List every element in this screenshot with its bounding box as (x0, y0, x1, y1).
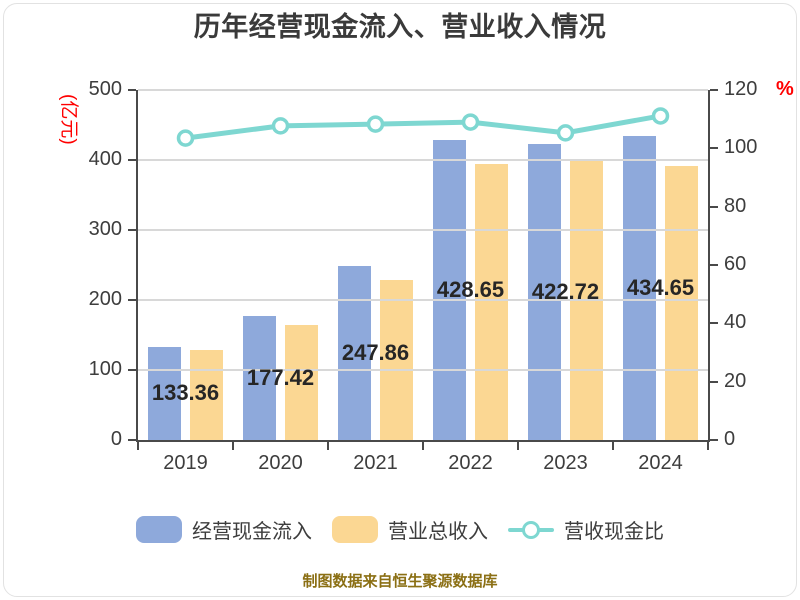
bar-total-revenue-2020 (285, 325, 318, 440)
bar-total-revenue-2024 (665, 165, 698, 440)
legend: 经营现金流入 营业总收入 营收现金比 (0, 515, 800, 544)
gridline-100 (138, 369, 708, 371)
x-axis-label-2019: 2019 (163, 452, 208, 474)
bar-operating-cash-inflow-2023 (528, 144, 561, 440)
right-axis-tick-60 (710, 264, 718, 266)
left-axis-tick-label-0: 0 (110, 428, 122, 450)
bar-total-revenue-2022 (475, 164, 508, 440)
revenue-cash-ratio-line (185, 113, 661, 141)
ratio-marker-2019 (176, 129, 195, 147)
legend-label-operating-cash-inflow: 经营现金流入 (192, 521, 312, 543)
legend-item-revenue-cash-ratio[interactable]: 营收现金比 (508, 515, 664, 544)
bar-label-2024: 434.65 (626, 274, 695, 300)
ratio-marker-2023 (556, 124, 575, 142)
right-axis-line (708, 90, 710, 442)
left-axis-tick-label-100: 100 (88, 358, 122, 380)
bar-label-2020: 177.42 (246, 364, 315, 390)
bar-operating-cash-inflow-2024 (623, 135, 656, 440)
bar-operating-cash-inflow-2022 (433, 139, 466, 440)
left-axis-tick-label-200: 200 (88, 288, 122, 310)
x-axis-tick-1 (232, 442, 234, 450)
right-axis-tick-label-80: 80 (724, 194, 747, 217)
x-axis-tick-2 (327, 442, 329, 450)
x-axis-tick-5 (612, 442, 614, 450)
left-axis-line (136, 90, 138, 442)
right-axis-unit: % (776, 78, 794, 100)
gridline-200 (138, 299, 708, 301)
x-axis-label-2021: 2021 (353, 452, 398, 474)
x-axis-label-2020: 2020 (258, 452, 303, 474)
right-axis-tick-label-100: 100 (724, 136, 758, 159)
gridline-300 (138, 229, 708, 231)
left-axis-tick-300 (128, 229, 136, 231)
left-axis-tick-400 (128, 159, 136, 161)
right-axis-tick-label-40: 40 (724, 311, 747, 334)
left-axis-tick-label-500: 500 (88, 78, 122, 100)
legend-line-circle-marker (508, 517, 554, 543)
right-axis-tick-label-20: 20 (724, 369, 747, 392)
gridline-400 (138, 159, 708, 161)
legend-item-operating-cash-inflow[interactable]: 经营现金流入 (136, 515, 312, 544)
ratio-marker-2024 (651, 107, 670, 125)
right-axis-tick-80 (710, 205, 718, 208)
x-axis-tick-6 (707, 442, 709, 450)
right-axis-tick-100 (710, 147, 718, 150)
right-axis-tick-120 (710, 89, 718, 91)
left-axis-tick-0 (128, 439, 136, 441)
left-axis-tick-200 (128, 299, 136, 301)
x-axis-tick-0 (137, 442, 139, 450)
bar-label-2022: 428.65 (436, 276, 505, 302)
legend-label-revenue-cash-ratio: 营收现金比 (564, 521, 664, 543)
x-axis-tick-4 (517, 442, 519, 450)
left-axis-tick-100 (128, 369, 136, 371)
left-axis-tick-label-400: 400 (88, 148, 122, 170)
right-axis-tick-label-0: 0 (724, 428, 736, 450)
bar-operating-cash-inflow-2021 (338, 266, 371, 440)
legend-label-total-revenue: 营业总收入 (388, 521, 488, 543)
legend-swatch-total-revenue (332, 516, 378, 543)
bar-operating-cash-inflow-2019 (148, 346, 181, 440)
right-axis-tick-0 (710, 439, 718, 441)
left-axis-tick-label-300: 300 (88, 218, 122, 240)
ratio-marker-2022 (461, 113, 480, 131)
x-axis-tick-3 (422, 442, 424, 450)
right-axis-tick-40 (710, 322, 718, 325)
right-axis-tick-label-120: 120 (724, 78, 758, 100)
bar-operating-cash-inflow-2020 (243, 315, 276, 440)
right-axis-tick-20 (710, 380, 718, 383)
bar-total-revenue-2021 (380, 280, 413, 440)
bar-label-2023: 422.72 (531, 279, 600, 305)
x-axis-label-2024: 2024 (638, 452, 683, 474)
x-axis-line (136, 440, 710, 442)
footer-note: 制图数据来自恒生聚源数据库 (302, 573, 498, 590)
bar-label-2021: 247.86 (341, 340, 410, 366)
left-axis-tick-500 (128, 89, 136, 91)
x-axis-label-2023: 2023 (543, 452, 588, 474)
bar-total-revenue-2019 (190, 350, 223, 440)
right-axis-tick-label-60: 60 (724, 253, 747, 275)
gridline-500 (138, 89, 708, 91)
legend-item-total-revenue[interactable]: 营业总收入 (332, 515, 488, 544)
bar-label-2019: 133.36 (151, 380, 220, 406)
x-axis-label-2022: 2022 (448, 452, 493, 474)
ratio-marker-2021 (366, 115, 385, 133)
ratio-marker-2020 (271, 117, 290, 135)
chart-title: 历年经营现金流入、营业收入情况 (193, 12, 607, 42)
legend-swatch-operating-cash-inflow (136, 516, 182, 543)
